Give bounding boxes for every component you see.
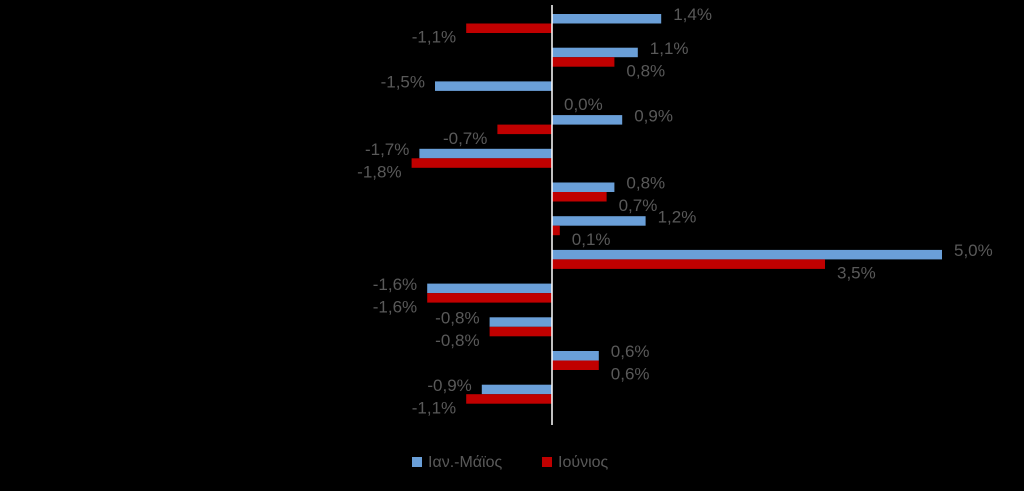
value-label: 0,8% <box>626 61 665 80</box>
legend-label: Ιαν.-Μάϊος <box>428 454 503 471</box>
value-label: -0,7% <box>443 129 487 148</box>
bar <box>552 360 599 370</box>
bar <box>552 216 646 226</box>
value-label: 5,0% <box>954 241 993 260</box>
value-label: 1,4% <box>673 5 712 24</box>
legend-swatch <box>412 457 422 467</box>
value-label: -1,8% <box>357 163 401 182</box>
value-label: 0,8% <box>626 174 665 193</box>
value-label: 3,5% <box>837 264 876 283</box>
value-label: 0,0% <box>564 95 603 114</box>
value-label: -1,7% <box>365 140 409 159</box>
value-label: 1,2% <box>658 207 697 226</box>
legend-label: Ιούνιος <box>558 454 609 471</box>
value-label: -0,9% <box>427 376 471 395</box>
bar <box>552 249 942 260</box>
value-label: -0,8% <box>435 309 479 328</box>
bar <box>552 259 825 269</box>
bar <box>489 326 552 337</box>
value-label: 1,1% <box>650 39 689 58</box>
value-label: 0,9% <box>634 106 673 125</box>
value-label: -0,8% <box>435 331 479 350</box>
value-label: 0,7% <box>619 196 658 215</box>
bar <box>552 351 599 361</box>
bar <box>411 158 552 168</box>
value-label: -1,1% <box>412 398 456 417</box>
bar <box>419 148 552 159</box>
legend-swatch <box>542 457 552 467</box>
value-label: 0,6% <box>611 365 650 384</box>
bar <box>466 394 552 404</box>
bar <box>552 14 662 24</box>
value-label: 0,6% <box>611 342 650 361</box>
value-label: -1,6% <box>373 297 417 316</box>
bar <box>489 317 552 327</box>
bar <box>552 57 615 67</box>
bar <box>552 47 638 58</box>
bar <box>466 23 552 33</box>
bar <box>552 192 607 202</box>
bar <box>435 81 552 91</box>
bar <box>552 182 615 192</box>
bar <box>427 293 552 303</box>
bar <box>481 384 552 395</box>
value-label: 0,1% <box>572 230 611 249</box>
bar <box>552 225 560 236</box>
value-label: -1,5% <box>381 73 425 92</box>
bar <box>497 124 552 135</box>
bar <box>427 283 552 294</box>
value-label: -1,1% <box>412 28 456 47</box>
bar <box>552 115 623 125</box>
value-label: -1,6% <box>373 275 417 294</box>
